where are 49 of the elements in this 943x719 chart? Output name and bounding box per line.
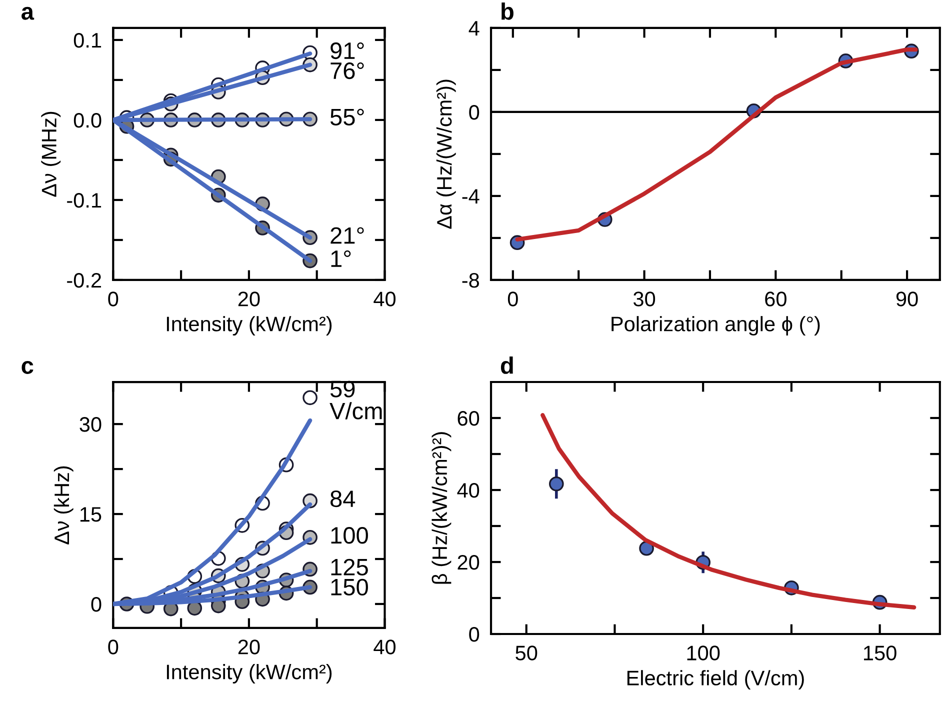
y-tick-label: 0.0: [74, 112, 102, 128]
x-tick-label: 150: [864, 646, 896, 660]
series-label: 1°: [331, 250, 351, 267]
y-tick-label: 60: [458, 411, 480, 426]
y-tick-label: 4: [468, 21, 480, 36]
y-axis-title: Δν (MHz): [41, 112, 61, 197]
y-tick-label: 0.1: [74, 32, 102, 48]
x-tick-label: 20: [238, 292, 260, 306]
x-axis-title: Intensity (kW/cm²): [166, 316, 332, 336]
chart-title: c: [22, 361, 34, 374]
series-label: 84: [330, 490, 356, 508]
chart-title: b: [502, 2, 514, 20]
x-tick-label: 0: [108, 640, 118, 654]
y-tick-label: 20: [458, 555, 480, 570]
series-label: 150: [331, 578, 368, 596]
y-tick-label: 0: [469, 627, 480, 642]
y-tick-label: 40: [457, 483, 480, 498]
x-axis-title: Electric field (V/cm): [627, 670, 804, 690]
chart-title: d: [500, 356, 513, 374]
y-tick-label: 15: [80, 507, 102, 522]
x-axis-title: Polarization angle ϕ (°): [612, 316, 820, 336]
y-tick-label: -0.1: [67, 192, 102, 208]
y-tick-label: -0.2: [67, 272, 102, 288]
x-tick-label: 0: [508, 292, 518, 306]
x-tick-label: 40: [374, 292, 396, 306]
y-axis-title: β (Hz/(kW/cm²)²): [432, 432, 452, 584]
series-label: 91°: [330, 42, 364, 60]
x-axis-title: Intensity (kW/cm²): [166, 664, 332, 684]
x-tick-label: 0: [108, 292, 118, 306]
series-label: 76°: [330, 62, 364, 80]
x-tick-label: 100: [687, 646, 720, 660]
series-label: 21°: [330, 227, 364, 244]
y-tick-label: -4: [462, 189, 480, 204]
x-tick-label: 20: [238, 640, 260, 654]
x-tick-label: 60: [765, 292, 786, 306]
y-tick-label: 0: [469, 104, 480, 120]
x-tick-label: 50: [516, 646, 538, 660]
y-tick-label: 0: [91, 596, 102, 612]
x-tick-label: 30: [634, 292, 656, 306]
series-label: 125: [331, 558, 368, 576]
y-tick-label: 30: [80, 417, 102, 432]
y-tick-label: -8: [462, 272, 480, 288]
y-axis-title: Δν (kHz): [54, 466, 74, 544]
y-axis-title: Δα (Hz/(W/cm²)): [436, 80, 456, 229]
series-label: 100: [331, 527, 368, 544]
x-tick-label: 90: [896, 292, 918, 306]
x-tick-label: 40: [374, 640, 396, 654]
series-label: 55°: [330, 108, 364, 126]
chart-title: a: [22, 6, 34, 20]
